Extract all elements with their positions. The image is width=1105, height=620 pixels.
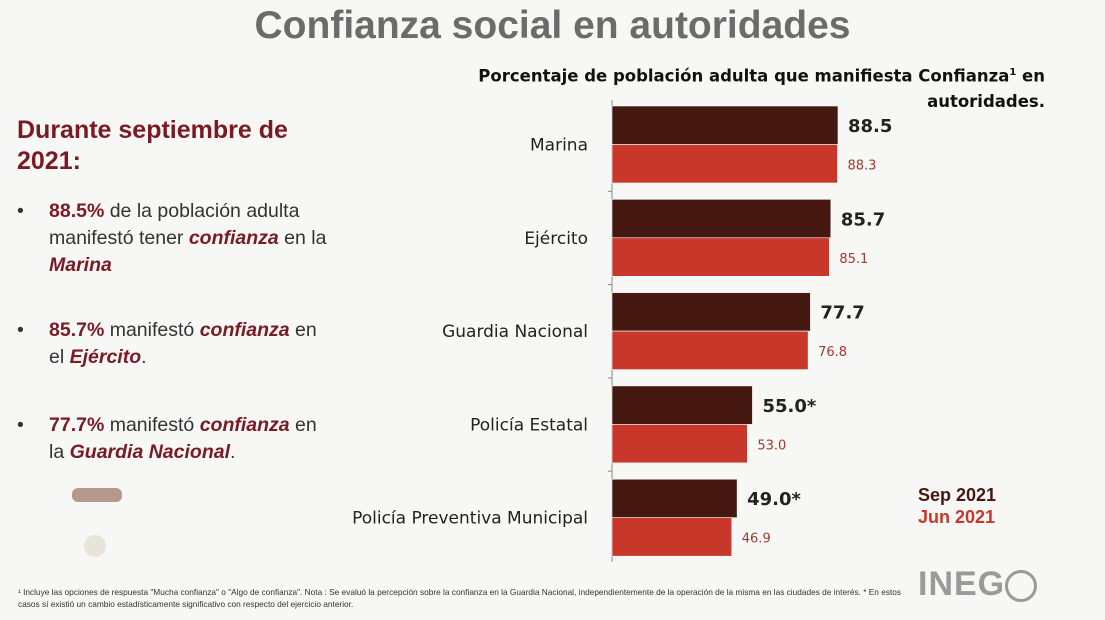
chart-subtitle: Porcentaje de población adulta que manif…: [440, 60, 1045, 114]
category-label: Policía Estatal: [470, 415, 588, 435]
bar-sep-2021: [611, 199, 832, 239]
bar-sep-2021: [611, 385, 753, 425]
bullet-text: 77.7% manifestó confianza en la Guardia …: [49, 412, 337, 466]
slide-title: Confianza social en autoridades: [254, 4, 851, 47]
legend: Sep 2021 Jun 2021: [918, 484, 996, 528]
bullet-entity: Ejército: [69, 346, 142, 368]
bar-sep-2021: [611, 478, 738, 519]
bullet-t1: manifestó: [104, 414, 200, 436]
seal-icon: [84, 535, 106, 557]
legend-jun-2021: Jun 2021: [918, 507, 996, 527]
subtitle-text: Porcentaje de población adulta que manif…: [478, 66, 1010, 86]
footnote: ¹ Incluye las opciones de respuesta "Muc…: [18, 587, 902, 609]
bullet-entity: Marina: [49, 254, 112, 276]
category-label: Ejército: [524, 229, 588, 249]
subtitle-text2: en autoridades.: [927, 66, 1045, 111]
bullet-pct: 77.7%: [49, 414, 105, 436]
data-label: 49.0*: [747, 489, 801, 510]
bullet-t2: en el: [49, 319, 317, 368]
bullet-dot: •: [17, 200, 24, 222]
bullet-dot: •: [17, 414, 24, 436]
bullet-t2: en la: [278, 227, 327, 249]
bar-jun-2021: [611, 424, 748, 464]
data-label: 88.3: [847, 159, 876, 174]
bullet-end: .: [141, 346, 147, 368]
bar-jun-2021: [611, 330, 809, 370]
data-label: 53.0: [757, 438, 786, 453]
bullet-pct: 88.5%: [49, 200, 105, 222]
subtitle-sup: 1: [1009, 67, 1017, 78]
lead-heading: Durante septiembre de 2021:: [17, 116, 288, 175]
bullet-t1: manifestó: [104, 319, 200, 341]
bar-jun-2021: [611, 517, 733, 557]
inegi-logo: INEG: [918, 565, 1038, 604]
data-label: 76.8: [818, 345, 847, 360]
bar-sep-2021: [611, 105, 839, 145]
legend-sep-2021: Sep 2021: [918, 485, 997, 505]
bullet-keyword: confianza: [188, 227, 279, 249]
bar-sep-2021: [611, 292, 811, 332]
data-label: 46.9: [742, 532, 771, 547]
bullet-item: • 85.7% manifestó confianza en el Ejércit…: [17, 317, 337, 371]
bullet-keyword: confianza: [199, 319, 290, 341]
bullet-text: 88.5% de la población adulta manifestó t…: [49, 198, 337, 279]
bullet-t2: en la: [49, 414, 317, 463]
bullet-keyword: confianza: [199, 414, 290, 436]
bullet-item: • 77.7% manifestó confianza en la Guardia…: [17, 412, 337, 466]
data-label: 85.1: [839, 252, 868, 267]
bar-jun-2021: [611, 144, 838, 184]
category-label: Policía Preventiva Municipal: [352, 509, 588, 529]
bullet-entity: Guardia Nacional: [69, 441, 230, 463]
category-label: Guardia Nacional: [442, 322, 588, 342]
bar-jun-2021: [611, 237, 830, 277]
bullet-dot: •: [17, 319, 24, 341]
bullet-end: .: [230, 441, 236, 463]
emblem-icon: [72, 488, 122, 502]
bullet-t1: de la población adulta manifestó tener: [49, 200, 300, 249]
bullet-pct: 85.7%: [49, 319, 105, 341]
bullet-text: 85.7% manifestó confianza en el Ejército…: [49, 317, 337, 371]
data-label: 55.0*: [762, 396, 816, 417]
data-label: 77.7: [820, 303, 864, 324]
category-label: Marina: [530, 136, 588, 156]
data-label: 88.5: [848, 116, 892, 137]
data-label: 85.7: [841, 209, 885, 230]
bullet-item: • 88.5% de la población adulta manifestó …: [17, 198, 337, 279]
